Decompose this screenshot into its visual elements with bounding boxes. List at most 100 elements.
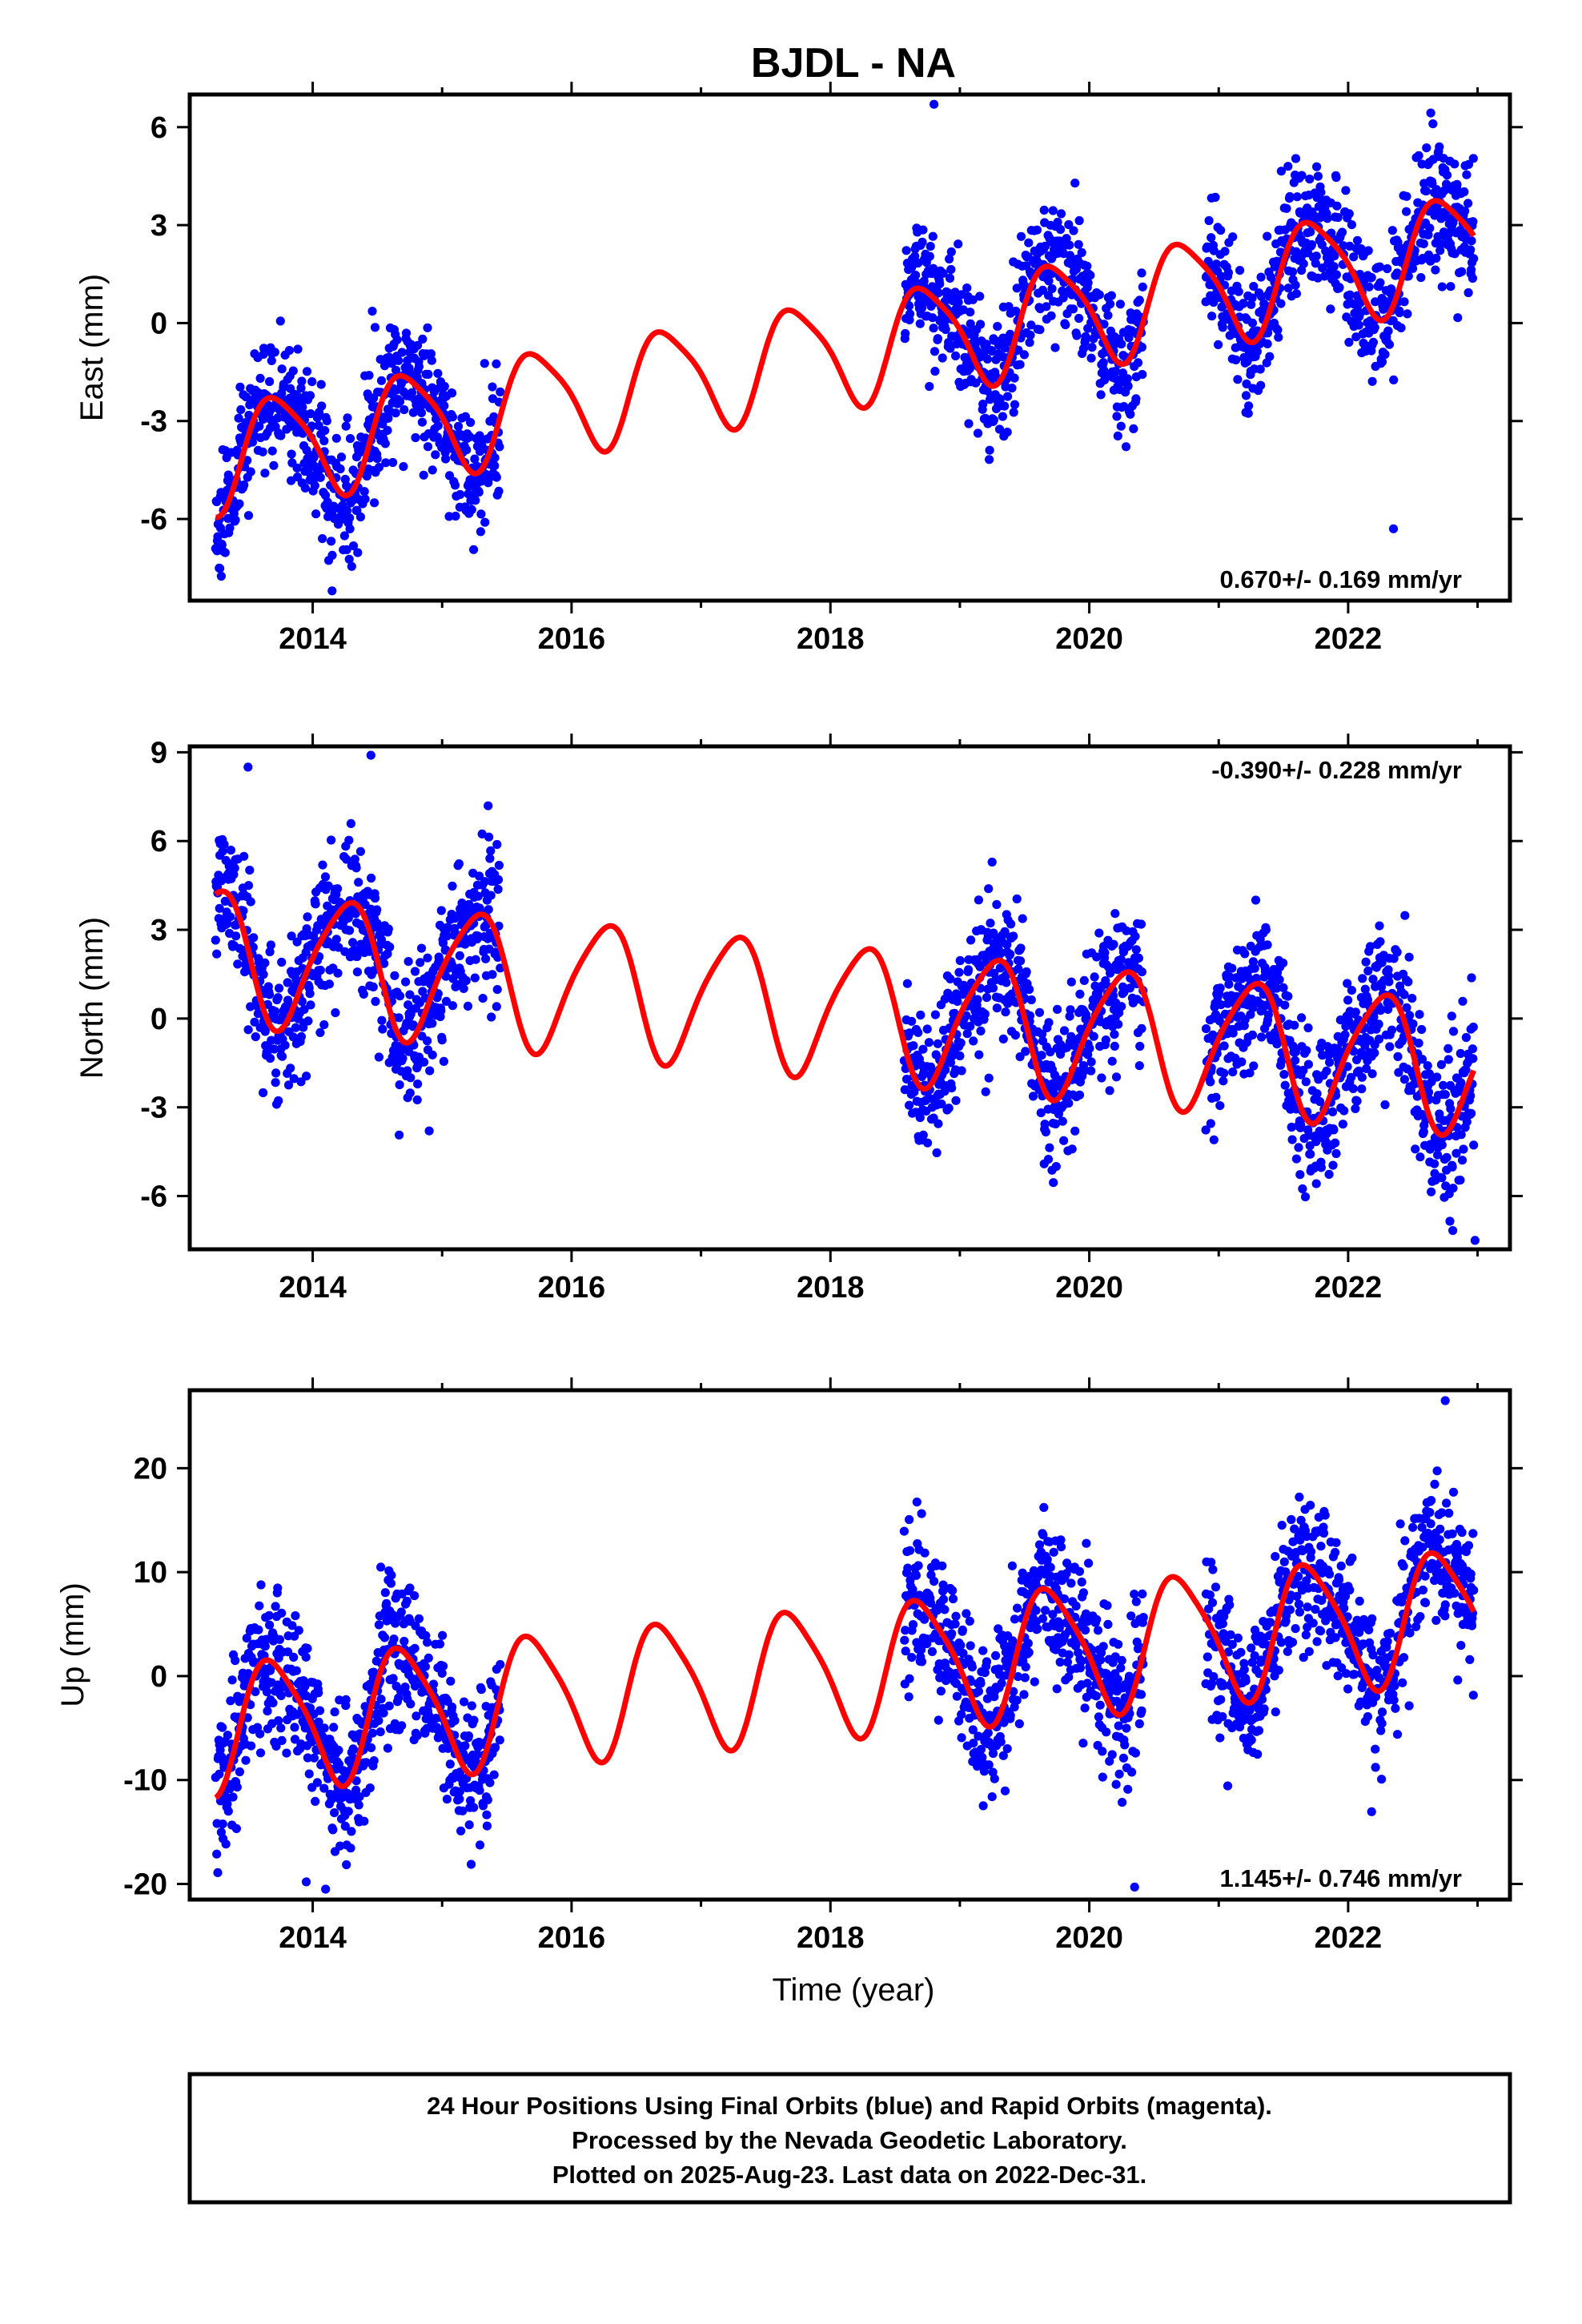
data-point [957, 1733, 966, 1743]
data-point [311, 1796, 320, 1806]
data-point [1349, 252, 1359, 262]
data-point [1208, 1565, 1218, 1574]
data-point [1332, 201, 1342, 211]
data-point [231, 931, 241, 941]
data-point [1007, 1561, 1017, 1570]
y-tick-label: 0 [151, 307, 167, 340]
data-point [1083, 278, 1093, 287]
data-point [231, 515, 240, 525]
data-point [1351, 332, 1361, 342]
data-point [1249, 1061, 1259, 1071]
data-point [395, 1130, 404, 1140]
data-point [1247, 293, 1257, 303]
data-point [467, 1701, 476, 1711]
data-point [299, 1004, 309, 1015]
data-point [1043, 291, 1054, 300]
data-point [414, 1614, 424, 1623]
data-point [327, 550, 337, 561]
data-point [912, 278, 921, 288]
data-point [412, 1095, 422, 1104]
data-point [1403, 977, 1413, 987]
data-point [1138, 1613, 1148, 1622]
y-tick-label: 9 [151, 736, 167, 770]
data-point [400, 1636, 409, 1647]
data-point [946, 344, 955, 353]
data-point [1392, 947, 1402, 957]
data-point [1290, 1020, 1299, 1030]
data-point [375, 1727, 385, 1737]
data-point [303, 912, 312, 922]
data-point [219, 839, 229, 849]
data-point [1026, 330, 1035, 340]
data-point [1337, 227, 1347, 237]
data-point [492, 839, 502, 850]
data-point [976, 1679, 986, 1688]
data-point [1001, 1007, 1010, 1017]
data-point [1138, 1589, 1147, 1598]
data-point [1331, 172, 1341, 183]
data-point [1375, 278, 1385, 287]
data-point [260, 958, 270, 967]
data-point [223, 919, 232, 928]
data-point [341, 1695, 351, 1704]
data-point [933, 1039, 942, 1048]
data-point [1443, 1043, 1453, 1053]
data-point [1094, 928, 1104, 938]
data-point [320, 872, 331, 882]
data-point [1084, 1558, 1094, 1568]
data-point [1098, 1747, 1107, 1756]
data-point [474, 488, 484, 497]
y-tick-label: -6 [140, 1180, 167, 1214]
data-point [1003, 392, 1013, 401]
data-point [964, 419, 974, 428]
data-point [1215, 1101, 1225, 1111]
data-point [270, 348, 279, 357]
data-point [273, 993, 283, 1003]
data-point [1014, 1719, 1024, 1729]
data-point [1228, 232, 1238, 242]
data-point [455, 951, 464, 960]
data-point [1211, 259, 1221, 269]
data-point [908, 1620, 918, 1630]
data-point [291, 1611, 300, 1621]
data-point [311, 899, 320, 909]
data-point [342, 854, 351, 864]
data-point [1468, 1044, 1477, 1054]
x-tick-label: 2014 [279, 1271, 347, 1305]
data-point [424, 1653, 433, 1663]
data-point [1383, 326, 1393, 336]
data-point [213, 1868, 223, 1877]
data-point [989, 415, 998, 424]
data-point [360, 494, 370, 504]
y-axis-label: North (mm) [74, 917, 110, 1079]
data-point [406, 1699, 416, 1709]
data-point [1136, 1690, 1146, 1699]
data-points [211, 750, 1480, 1245]
data-point [1012, 283, 1022, 293]
data-point [1096, 390, 1106, 400]
data-point [481, 954, 491, 963]
data-point [1056, 1542, 1066, 1552]
data-point [369, 966, 379, 975]
data-point [928, 231, 938, 241]
data-point [492, 472, 501, 482]
data-point [1283, 162, 1293, 171]
data-point [466, 417, 476, 428]
data-point [1218, 323, 1227, 332]
data-point [488, 970, 497, 979]
data-point [1134, 1719, 1144, 1729]
data-point [289, 1074, 299, 1084]
data-point [1249, 282, 1259, 292]
data-point [255, 421, 264, 431]
data-point [1103, 311, 1113, 320]
data-point [323, 881, 333, 891]
data-point [1239, 299, 1248, 308]
data-point [384, 1701, 394, 1711]
data-point [376, 1695, 386, 1704]
data-point [1462, 170, 1472, 179]
data-point [1422, 143, 1431, 153]
data-point [446, 1676, 456, 1686]
data-point [985, 445, 994, 455]
data-point [255, 373, 265, 383]
data-point [1113, 431, 1122, 441]
